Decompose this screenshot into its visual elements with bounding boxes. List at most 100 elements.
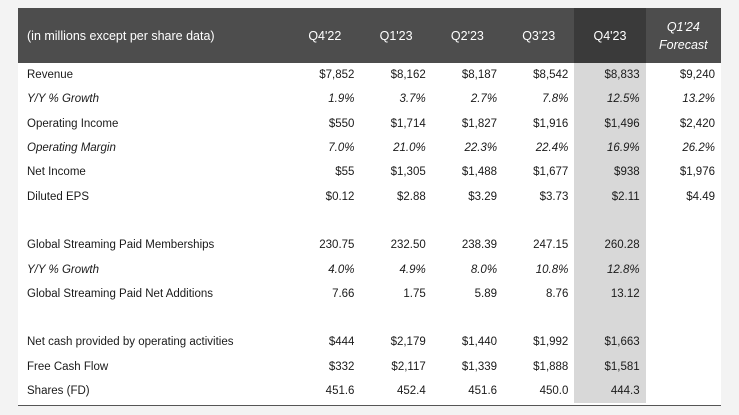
value-cell: $2,420	[679, 117, 715, 130]
value-cell: $3.73	[539, 190, 569, 203]
value-cell: $1,888	[533, 360, 569, 373]
row-label: Net Income	[27, 166, 86, 179]
row-label: Global Streaming Paid Net Additions	[27, 287, 214, 300]
row-label: Revenue	[27, 69, 74, 82]
value-cell: 247.15	[533, 239, 569, 252]
table-row: Operating Margin 7.0% 21.0% 22.3% 22.4% 16.9%…	[18, 135, 721, 161]
table-row: Y/Y % Growth 1.9% 3.7% 2.7% 7.8% 12.5% 13.2%	[18, 87, 721, 112]
value-cell: $8,187	[461, 69, 498, 82]
spacer-row	[18, 208, 721, 234]
value-cell: $1,488	[461, 166, 498, 179]
spacer-cell	[18, 306, 289, 330]
spacer-cell	[574, 208, 646, 234]
row-label: Operating Margin	[27, 142, 116, 155]
spacer-row	[18, 305, 721, 331]
value-cell: 8.0%	[470, 263, 498, 276]
spacer-cell	[289, 209, 360, 233]
value-cell: $1,976	[679, 166, 715, 179]
header-q1-23: Q1'23	[379, 28, 413, 43]
value-cell: $938	[574, 160, 646, 185]
header-q3-23: Q3'23	[522, 28, 556, 43]
table-row: Operating Income $550 $1,714 $1,827 $1,916 $1…	[18, 111, 721, 136]
table-row: Net cash provided by operating activitie…	[18, 330, 721, 355]
value-cell: $1,677	[533, 166, 569, 179]
row-label: Global Streaming Paid Memberships	[27, 239, 215, 252]
value-cell: $8,162	[390, 69, 426, 82]
row-label: Shares (FD)	[27, 385, 90, 397]
value-cell: 7.66	[332, 287, 355, 300]
spacer-cell	[360, 306, 431, 330]
value-cell: $1,992	[533, 336, 569, 349]
value-cell: $9,240	[679, 69, 715, 82]
row-label: Free Cash Flow	[27, 360, 109, 373]
value-cell: 22.3%	[464, 142, 498, 155]
value-cell: $444	[328, 336, 355, 349]
financial-summary-table: (in millions except per share data) Q4'2…	[18, 8, 721, 404]
value-cell: $8,542	[533, 69, 569, 82]
table-row: Global Streaming Paid Memberships 230.75 2…	[18, 233, 721, 258]
value-cell: 230.75	[319, 239, 355, 252]
value-cell: $55	[335, 166, 355, 179]
value-cell: $1,714	[390, 117, 426, 130]
value-cell: $4.49	[686, 190, 715, 203]
value-cell	[646, 379, 721, 403]
value-cell: 450.0	[539, 385, 569, 397]
value-cell: $2.88	[396, 190, 426, 203]
value-cell: $3.29	[468, 190, 498, 203]
value-cell: 451.6	[468, 385, 498, 397]
value-cell: 1.9%	[328, 93, 355, 106]
value-cell	[646, 330, 721, 354]
table-row: Y/Y % Growth 4.0% 4.9% 8.0% 10.8% 12.8%	[18, 257, 721, 282]
value-cell: $2.11	[574, 184, 646, 209]
header-q2-23: Q2'23	[450, 28, 484, 43]
value-cell	[646, 282, 721, 306]
table-row: Net Income $55 $1,305 $1,488 $1,677 $938 $1,97…	[18, 160, 721, 185]
value-cell: $1,916	[533, 117, 569, 130]
row-label: Operating Income	[27, 117, 119, 130]
value-cell: 452.4	[396, 385, 426, 397]
header-forecast-quarter: Q1'24	[666, 19, 700, 34]
row-label: Y/Y % Growth	[27, 93, 100, 106]
value-cell: 232.50	[390, 239, 426, 252]
value-cell: 21.0%	[393, 142, 426, 155]
table-row: Diluted EPS $0.12 $2.88 $3.29 $3.73 $2.11 $4.4…	[18, 184, 721, 209]
value-cell: 7.0%	[328, 142, 355, 155]
table-body: Revenue $7,852 $8,162 $8,187 $8,542 $8,833 $9,…	[18, 63, 721, 404]
value-cell: 5.89	[474, 287, 498, 300]
value-cell: 16.9%	[574, 135, 646, 161]
spacer-cell	[646, 209, 721, 233]
value-cell: 22.4%	[535, 142, 569, 155]
value-cell: $1,339	[461, 360, 498, 373]
value-cell: 7.8%	[542, 93, 569, 106]
header-units-label: (in millions except per share data)	[27, 28, 215, 43]
value-cell: $1,496	[574, 111, 646, 136]
value-cell: 1.75	[403, 287, 426, 300]
value-cell: $0.12	[325, 190, 355, 203]
value-cell: 451.6	[325, 385, 355, 397]
spacer-cell	[646, 306, 721, 330]
header-forecast-label: Forecast	[659, 37, 708, 52]
spacer-cell	[503, 209, 574, 233]
value-cell: $8,833	[574, 63, 646, 88]
row-label: Net cash provided by operating activitie…	[27, 336, 234, 349]
value-cell: 3.7%	[399, 93, 426, 106]
value-cell: 12.8%	[574, 257, 646, 282]
spacer-cell	[432, 209, 503, 233]
table-row: Shares (FD) 451.6 452.4 451.6 450.0 444.3	[18, 378, 721, 404]
header-q1-24-forecast: Q1'24 Forecast	[646, 8, 721, 63]
row-label: Diluted EPS	[27, 190, 90, 203]
value-cell	[646, 257, 721, 281]
value-cell: 238.39	[461, 239, 498, 252]
financial-table-frame: (in millions except per share data) Q4'2…	[18, 8, 721, 406]
value-cell: $1,581	[574, 354, 646, 379]
table-row: Revenue $7,852 $8,162 $8,187 $8,542 $8,833 $9,…	[18, 63, 721, 88]
value-cell: $1,305	[390, 166, 426, 179]
value-cell: 13.12	[574, 281, 646, 306]
value-cell: 12.5%	[574, 87, 646, 112]
value-cell: $1,663	[574, 330, 646, 355]
spacer-cell	[503, 306, 574, 330]
header-row: (in millions except per share data) Q4'2…	[18, 8, 721, 63]
value-cell: 13.2%	[682, 93, 715, 106]
header-q4-22: Q4'22	[308, 28, 342, 43]
value-cell: $550	[328, 117, 355, 130]
